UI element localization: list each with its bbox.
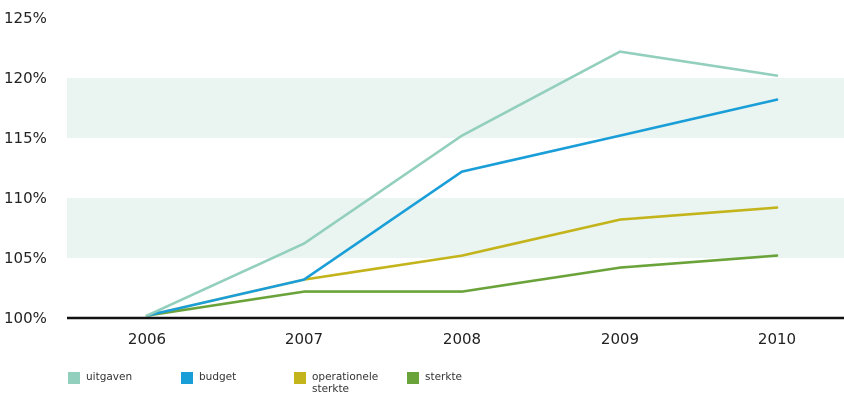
y-tick-label: 110% — [4, 189, 47, 207]
x-tick-label: 2006 — [128, 330, 166, 348]
legend-swatch — [407, 372, 419, 384]
y-tick-label: 100% — [4, 309, 47, 327]
y-tick-label: 115% — [4, 129, 47, 147]
legend-swatch — [181, 372, 193, 384]
legend-item-sterkte: sterkte — [407, 371, 495, 384]
series-line-budget — [145, 98, 779, 317]
legend-label: budget — [199, 371, 237, 383]
grid-band — [67, 78, 844, 138]
legend-item-operationele-sterkte: operationele sterkte — [294, 371, 382, 395]
y-axis-ticks: 100% 105% 110% 115% 120% 125% — [4, 9, 47, 327]
series-line-uitgaven — [145, 50, 779, 317]
x-tick-label: 2009 — [601, 330, 639, 348]
y-tick-label: 105% — [4, 249, 47, 267]
x-tick-label: 2008 — [443, 330, 481, 348]
legend-swatch — [294, 372, 306, 384]
legend-item-uitgaven: uitgaven — [68, 371, 156, 384]
y-tick-label: 120% — [4, 69, 47, 87]
x-tick-label: 2007 — [285, 330, 323, 348]
series-lines — [145, 50, 779, 317]
x-axis-ticks: 2006 2007 2008 2009 2010 — [128, 330, 796, 348]
legend-label: sterkte — [425, 371, 463, 383]
legend-swatch — [68, 372, 80, 384]
legend: uitgaven budget operationele sterkte ste… — [68, 371, 828, 398]
y-tick-label: 125% — [4, 9, 47, 27]
x-tick-label: 2010 — [758, 330, 796, 348]
grid-band — [67, 198, 844, 258]
background-bands — [67, 78, 844, 258]
legend-label: operationele sterkte — [312, 371, 379, 395]
legend-label: uitgaven — [86, 371, 133, 383]
legend-item-budget: budget — [181, 371, 269, 384]
series-line-sterkte — [145, 254, 779, 317]
